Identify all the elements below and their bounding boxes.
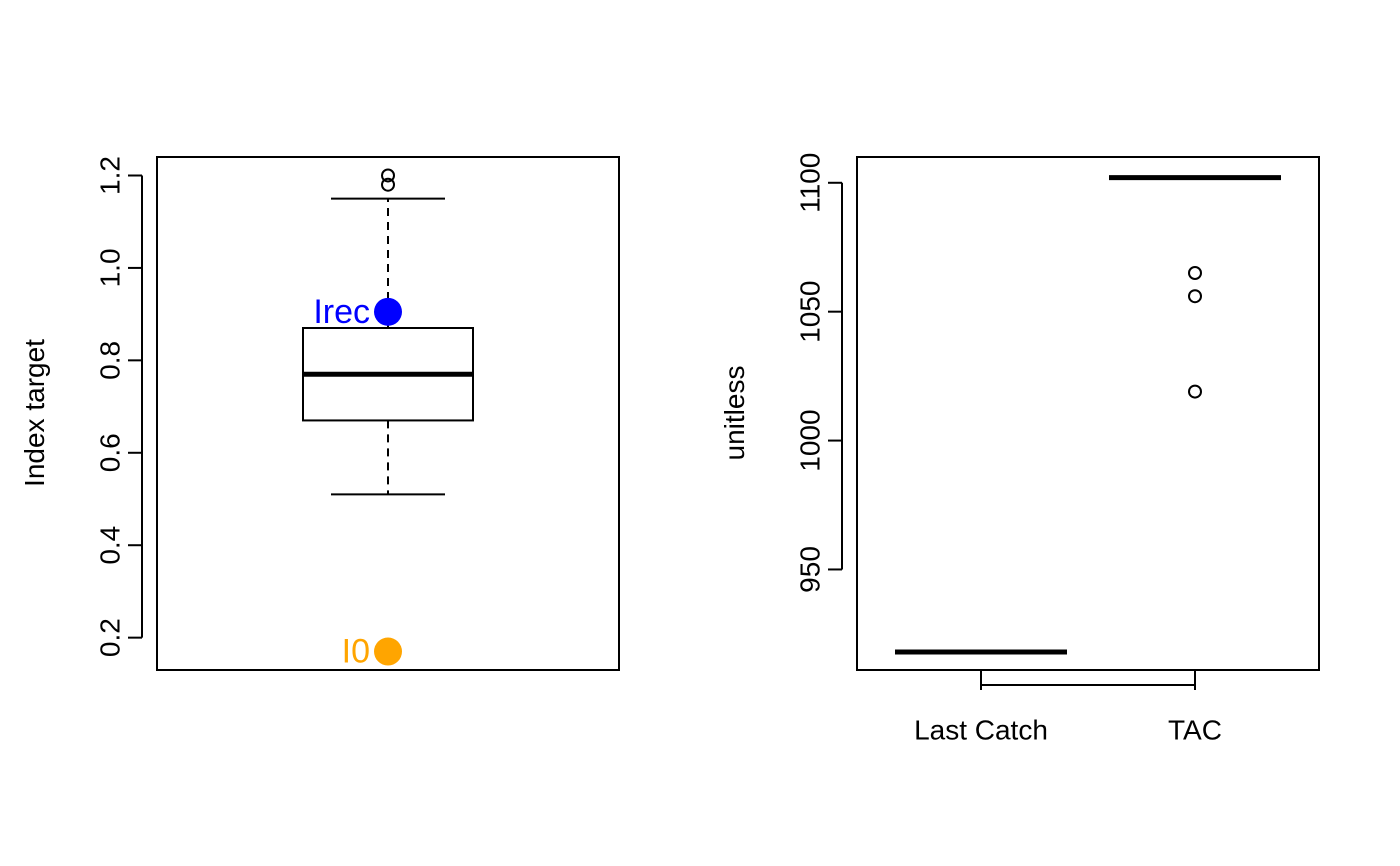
right-y-tick-label: 1000 [795,409,826,471]
outlier-point [381,177,395,192]
reference-label-i0: I0 [342,633,370,671]
left-y-tick-label: 0.8 [95,341,126,380]
left-y-axis-label: Index target [19,339,50,487]
reference-label-irec: Irec [313,293,370,331]
left-y-tick-label: 0.6 [95,433,126,472]
outlier-point [1188,384,1202,399]
outlier-point [1188,266,1202,281]
right-y-tick-label: 1100 [795,153,826,213]
right-x-axis: Last Catch TAC [914,670,1222,746]
right-y-axis-label: unitless [719,366,750,461]
right-plot-frame [856,156,1320,671]
category-label-last-catch: Last Catch [914,715,1048,746]
left-y-axis: 0.2 0.4 0.6 0.8 1.0 1.2 [95,156,143,657]
left-y-tick-label: 0.2 [95,618,126,657]
left-plot-frame [156,156,620,671]
right-y-axis: 950 1000 1050 1100 [795,153,843,593]
outlier-point [1188,289,1202,304]
outlier-point [381,168,395,183]
category-label-tac: TAC [1168,715,1222,746]
left-y-tick-label: 1.2 [95,156,126,195]
right-y-tick-label: 950 [795,546,826,593]
unitless-panel: 950 1000 1050 1100 Last Catch TAC unitless [719,153,1320,746]
reference-point-i0 [374,637,402,666]
reference-point-irec [374,297,402,326]
left-boxplot-marks: Irec I0 [302,168,474,671]
left-y-tick-label: 0.4 [95,526,126,565]
index-target-panel: Irec I0 0.2 0.4 0.6 0.8 1.0 1.2 Index target [19,156,620,671]
right-boxplot-marks [895,175,1281,655]
left-y-tick-label: 1.0 [95,248,126,287]
right-y-tick-label: 1050 [795,281,826,343]
